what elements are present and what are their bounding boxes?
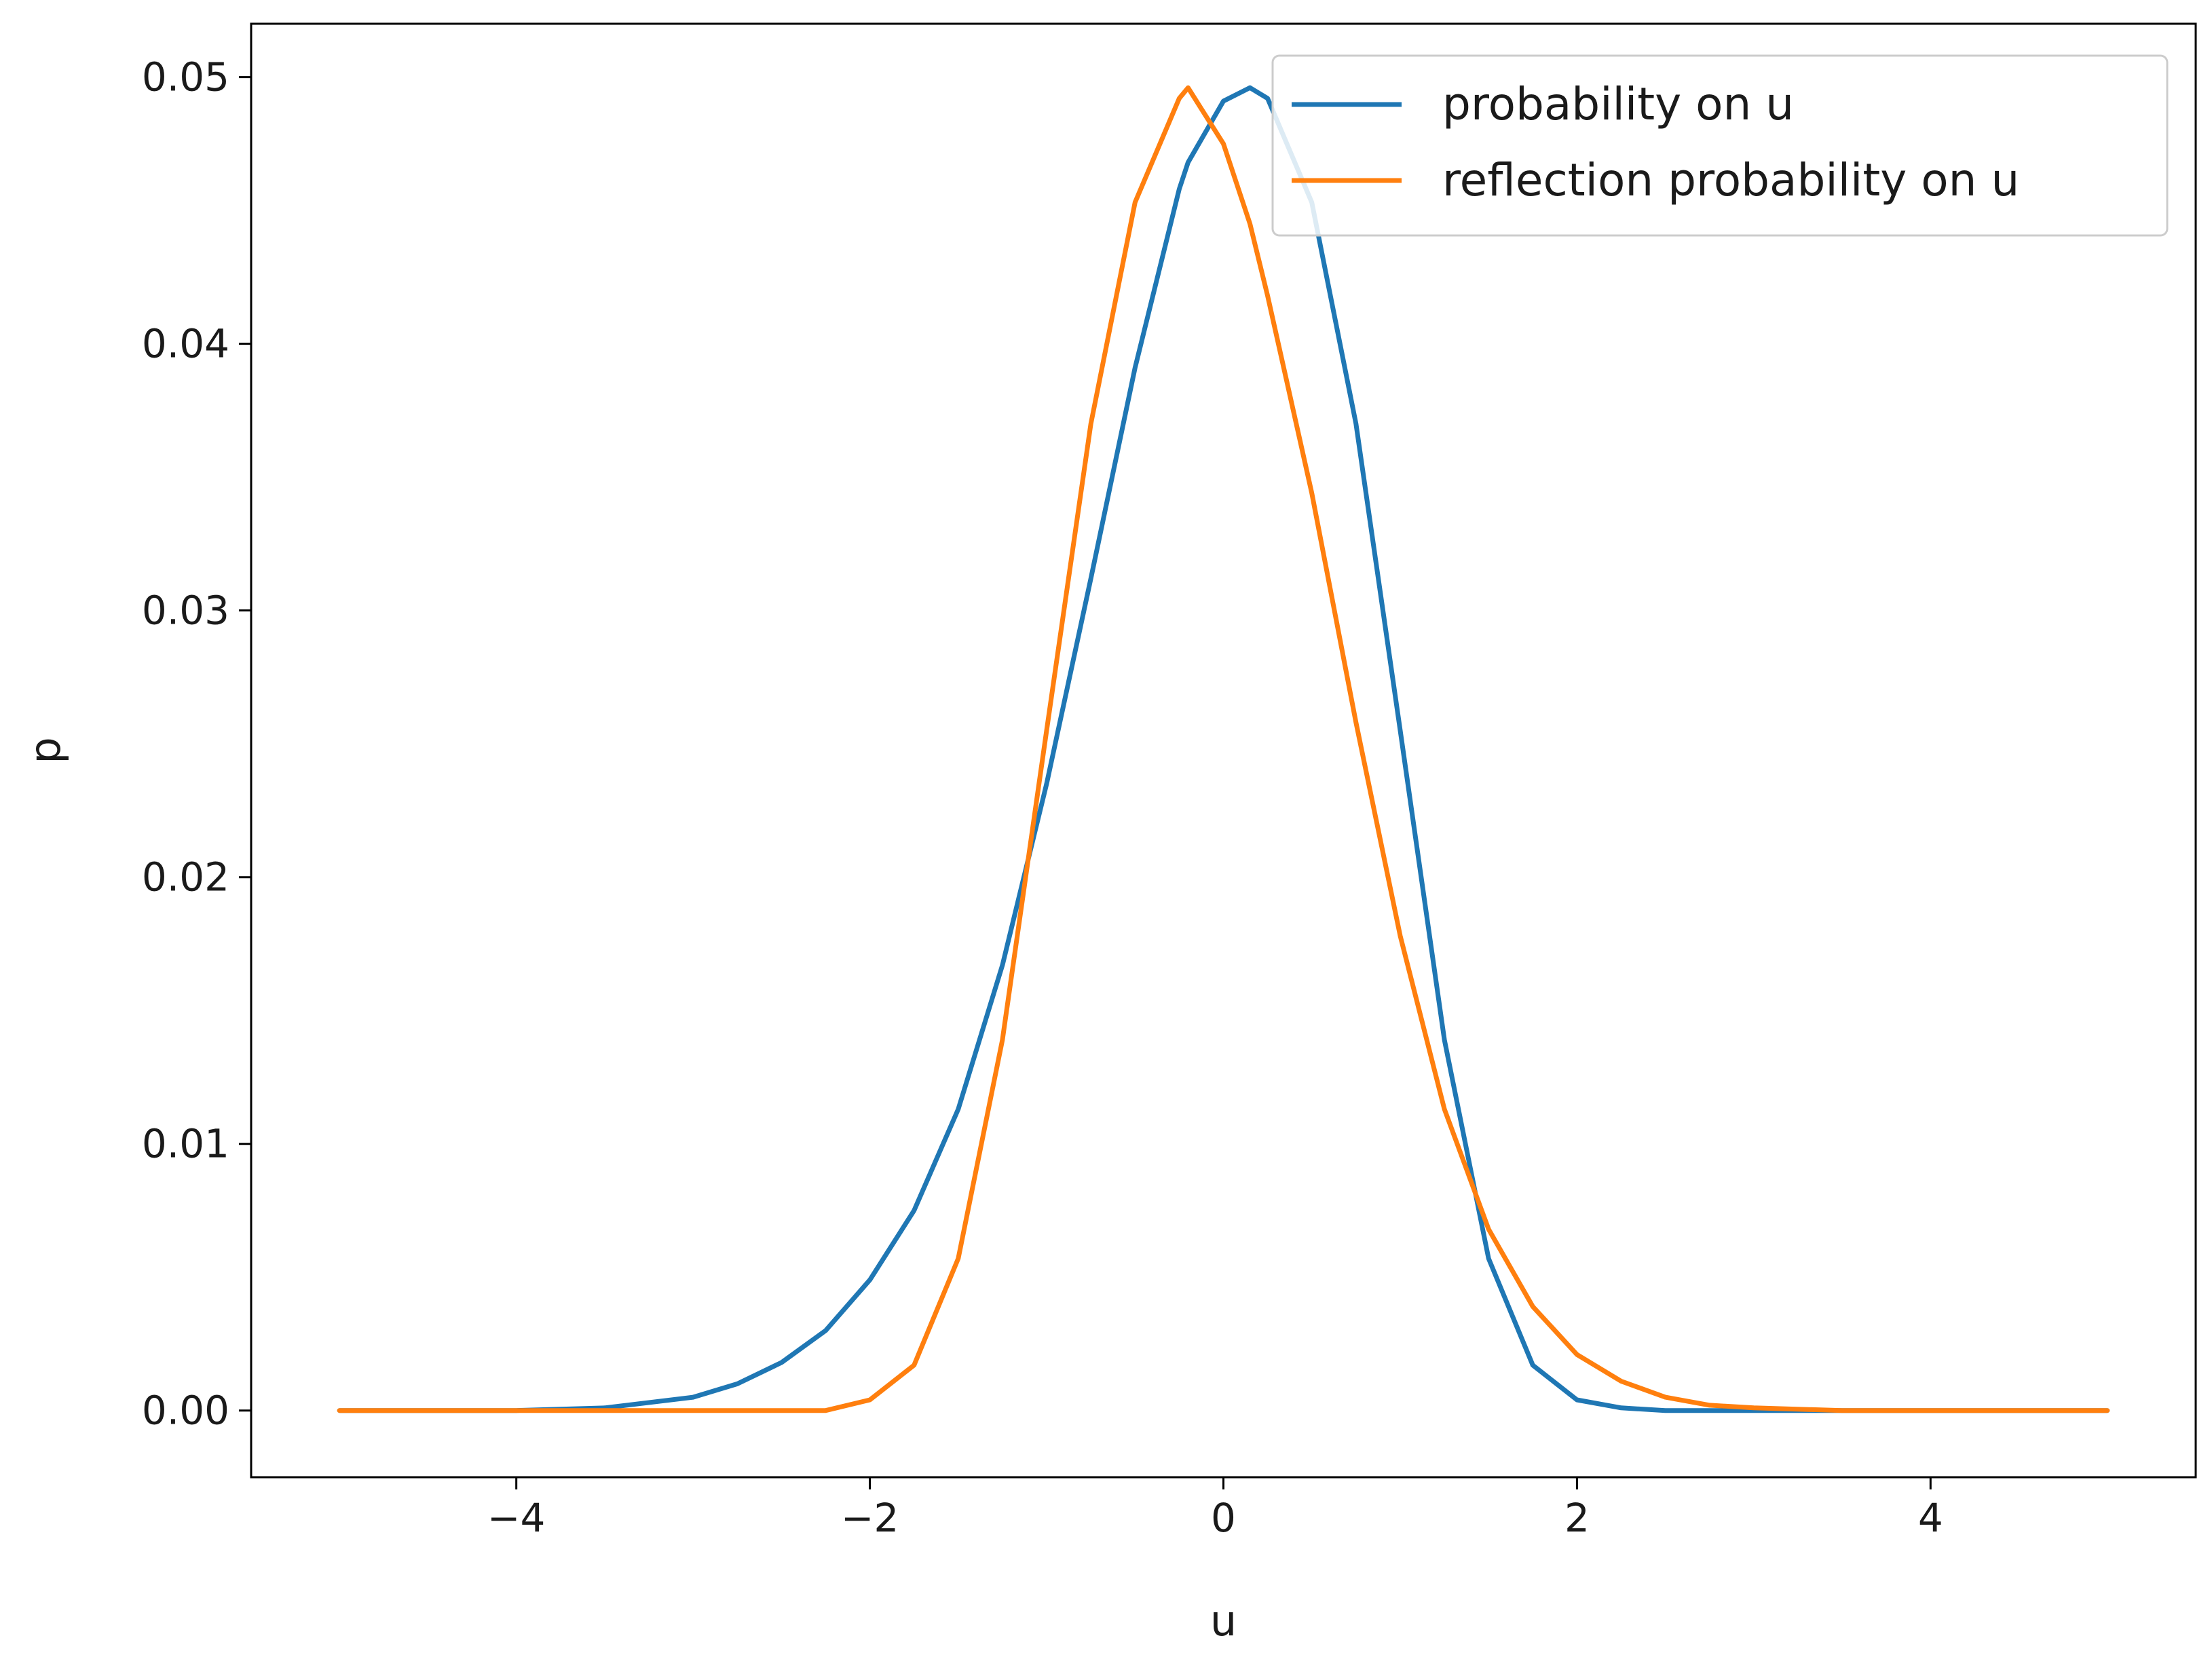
plot-area <box>337 85 2110 1413</box>
axis-ticks: −4 −2 0 2 4 0.00 0.01 0.02 0.03 0.04 0.05 <box>142 54 1943 1541</box>
y-tick-label: 0.03 <box>142 588 229 634</box>
legend: probability on u reflection probability o… <box>1271 54 2169 237</box>
x-tick-label: 2 <box>1564 1495 1590 1541</box>
legend-label-2: reflection probability on u <box>1442 154 2019 206</box>
series-line-2 <box>337 85 2110 1413</box>
axes-border <box>250 22 2197 1479</box>
x-tick-label: 4 <box>1918 1495 1943 1541</box>
y-tick-label: 0.01 <box>142 1121 229 1167</box>
x-tick-label: −2 <box>841 1495 899 1541</box>
legend-label-1: probability on u <box>1442 78 1794 130</box>
y-tick-label: 0.04 <box>142 321 229 367</box>
series-line-1 <box>337 85 2110 1413</box>
y-tick-label: 0.02 <box>142 854 229 900</box>
x-axis-label: u <box>1210 1596 1237 1646</box>
y-tick-label: 0.05 <box>142 54 229 100</box>
x-tick-label: −4 <box>487 1495 546 1541</box>
axes-frame <box>250 22 2197 1479</box>
x-tick-label: 0 <box>1211 1495 1236 1541</box>
y-tick-label: 0.00 <box>142 1388 229 1434</box>
legend-box <box>1271 54 2169 237</box>
y-axis-label: p <box>20 737 70 763</box>
